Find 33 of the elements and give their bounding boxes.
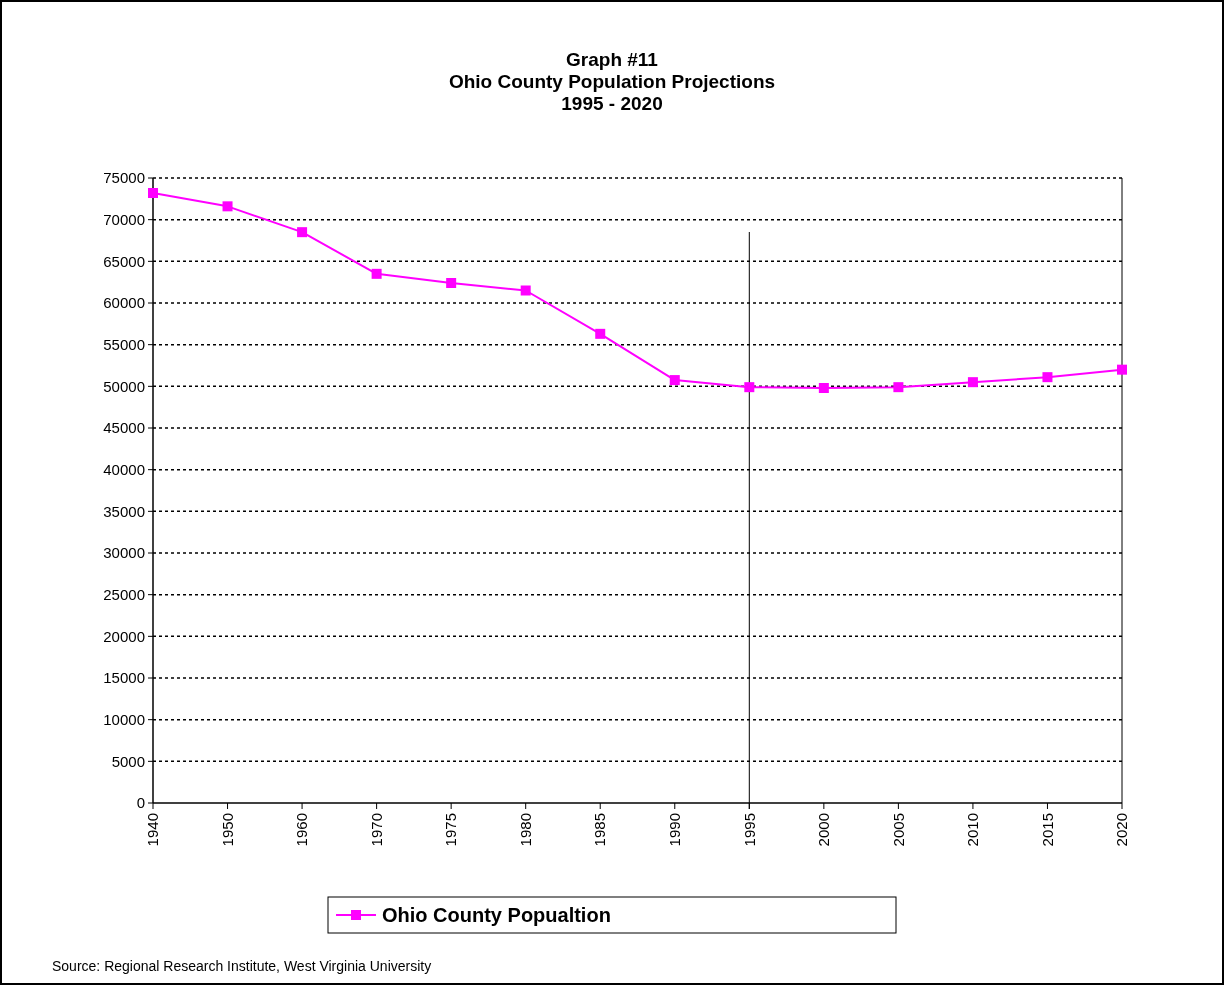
y-tick-label: 50000: [103, 377, 145, 395]
y-tick-label: 70000: [103, 210, 145, 228]
legend-label: Ohio County Popualtion: [382, 904, 611, 926]
x-tick-label: 2005: [889, 813, 907, 847]
y-tick-label: 10000: [103, 710, 145, 728]
x-tick-label: 1995: [740, 813, 758, 847]
x-tick-label: 1985: [591, 813, 609, 847]
chart-title: Graph #11 Ohio County Population Projections 1995 - 2020: [448, 49, 776, 114]
y-tick-label: 25000: [103, 585, 145, 603]
y-tick-label: 15000: [103, 669, 145, 687]
y-tick-label: 5000: [111, 752, 145, 770]
y-tick-label: 30000: [103, 544, 145, 562]
y-tick-label: 75000: [103, 169, 145, 187]
x-tick-label: 1940: [144, 813, 162, 847]
y-tick-label: 55000: [103, 335, 145, 353]
y-tick-label: 65000: [103, 252, 145, 270]
x-tick-label: 1970: [367, 813, 385, 847]
y-tick-label: 60000: [103, 294, 145, 312]
y-tick-label: 20000: [103, 627, 145, 645]
y-tick-label: 35000: [103, 502, 145, 520]
source-note: Source: Regional Research Institute, West Virginia University: [52, 958, 432, 974]
x-tick-label: 1950: [218, 813, 236, 847]
x-tick-label: 1980: [516, 813, 534, 847]
x-tick-label: 2020: [1113, 813, 1131, 847]
x-tick-label: 2015: [1038, 813, 1056, 847]
x-tick-label: 2010: [964, 813, 982, 847]
y-tick-label: 0: [136, 794, 145, 812]
x-tick-label: 1960: [293, 813, 311, 847]
x-tick-label: 1975: [442, 813, 460, 847]
x-tick-label: 2000: [815, 813, 833, 847]
y-tick-label: 40000: [103, 460, 145, 478]
y-tick-label: 45000: [103, 419, 145, 437]
x-tick-label: 1990: [666, 813, 684, 847]
